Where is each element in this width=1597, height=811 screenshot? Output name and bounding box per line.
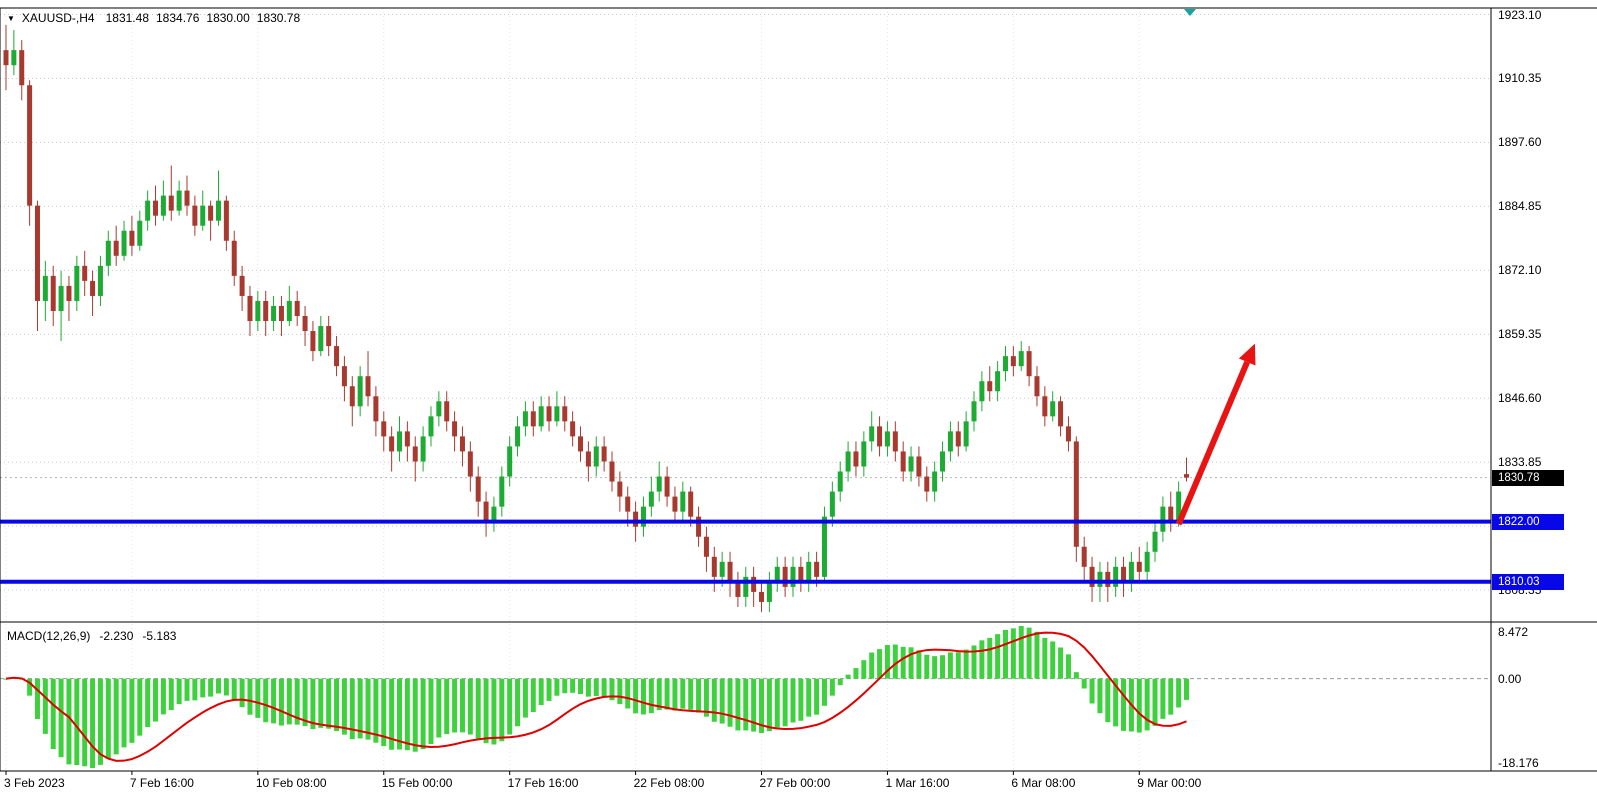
candles-series: [3, 25, 1189, 612]
chart-shift-marker: [1184, 9, 1196, 16]
time-axis-label: 6 Mar 08:00: [1011, 776, 1076, 790]
time-axis-label: 27 Feb 00:00: [759, 776, 831, 790]
ohlc-close-value: 1830.78: [256, 11, 301, 25]
hline-price-tag: 1822.00: [1492, 513, 1564, 530]
time-axis-label: 9 Mar 00:00: [1137, 776, 1202, 790]
symbol-menu-icon: ▼: [7, 13, 15, 23]
bid-price-tag: 1830.78: [1492, 469, 1564, 486]
symbol-period-label: XAUUSD-,H4: [21, 11, 95, 25]
time-axis-label: 10 Feb 08:00: [255, 776, 327, 790]
price-grid-label: 1833.85: [1498, 455, 1542, 470]
grid-lines: [0, 8, 1491, 771]
pane-borders: [0, 7, 1597, 772]
time-axis-label: 7 Feb 16:00: [129, 776, 194, 790]
macd-axis-max-label: 8.472: [1498, 625, 1529, 639]
price-grid-label: 1897.60: [1498, 135, 1542, 150]
time-axis-label: 1 Mar 16:00: [885, 776, 950, 790]
macd-indicator-label: MACD(12,26,9): [7, 629, 91, 643]
price-grid-label: 1859.35: [1498, 327, 1542, 342]
macd-header: MACD(12,26,9) -2.230 -5.183: [7, 629, 176, 643]
time-axis-label: 3 Feb 2023: [4, 776, 65, 790]
macd-main-value: -2.230: [99, 629, 134, 643]
time-axis-label: 15 Feb 00:00: [381, 776, 453, 790]
price-grid-label: 1910.35: [1498, 71, 1542, 86]
macd-signal-line: [5, 631, 1187, 762]
macd-histogram: [3, 626, 1189, 768]
chart-header: ▼ XAUUSD-,H4 1831.48 1834.76 1830.00 183…: [7, 11, 300, 25]
time-axis-label: 22 Feb 08:00: [633, 776, 705, 790]
ohlc-high-value: 1834.76: [156, 11, 200, 25]
price-grid-label: 1846.60: [1498, 391, 1542, 406]
ohlc-open-value: 1831.48: [105, 11, 149, 25]
macd-signal-value: -5.183: [142, 629, 177, 643]
trend-arrow[interactable]: [1175, 343, 1256, 526]
macd-axis-min-label: -18.176: [1498, 756, 1539, 770]
time-axis-ticks: [5, 771, 1140, 775]
macd-axis-zero-label: 0.00: [1498, 671, 1522, 686]
price-grid-label: 1884.85: [1498, 199, 1542, 214]
ohlc-low-value: 1830.00: [206, 11, 250, 25]
hline-price-tag: 1810.03: [1492, 573, 1564, 590]
price-grid-label: 1872.10: [1498, 263, 1542, 278]
price-grid-label: 1923.10: [1498, 7, 1542, 22]
time-axis-label: 17 Feb 16:00: [507, 776, 579, 790]
